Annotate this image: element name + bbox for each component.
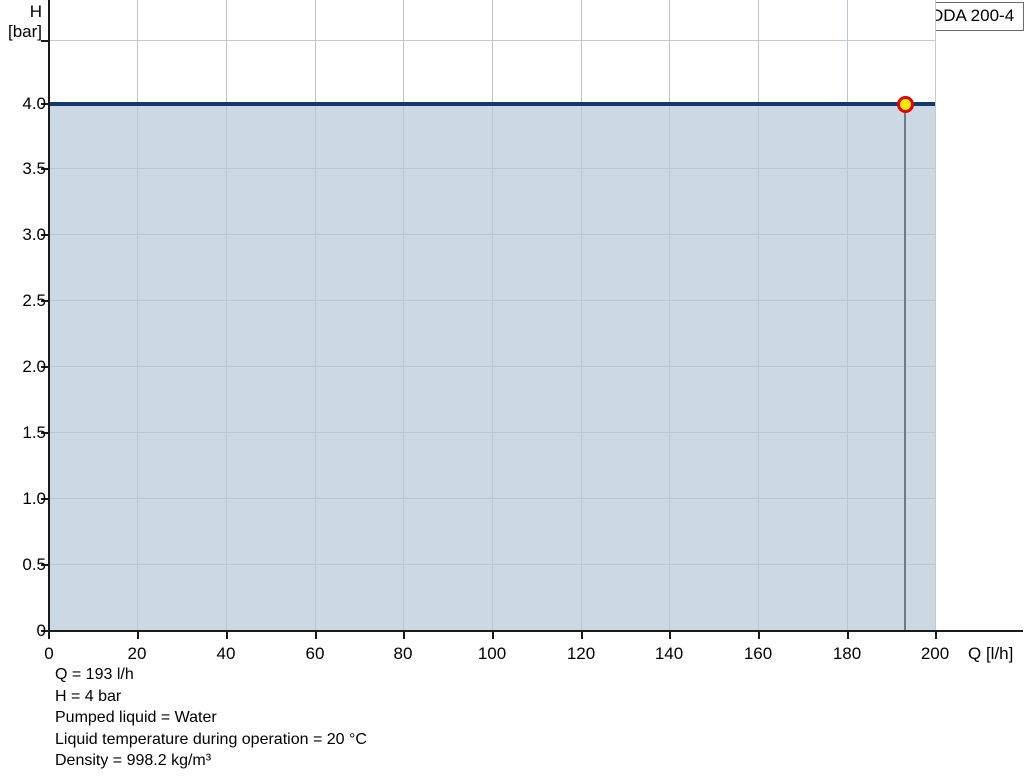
y-axis-title-line2: [bar] (7, 22, 42, 41)
ytick-label-2.0: 2.0 (22, 357, 46, 376)
xtick-0 (48, 631, 50, 639)
gridline-v-20 (137, 0, 138, 631)
x-axis-line (48, 630, 1023, 632)
performance-curve (49, 102, 935, 106)
xtick-label-180: 180 (832, 644, 862, 663)
xtick-label-120: 120 (566, 644, 596, 663)
xtick-40 (226, 631, 228, 639)
gridline-v-180 (847, 0, 848, 631)
ytick-1.5 (41, 432, 49, 434)
xtick-200 (935, 631, 937, 639)
ytick-0.5 (41, 564, 49, 566)
xtick-label-60: 60 (305, 644, 325, 663)
ytick-label-1.0: 1.0 (22, 489, 46, 508)
gridline-v-140 (669, 0, 670, 631)
xtick-80 (403, 631, 405, 639)
y-axis-title: H [bar] (0, 2, 42, 42)
ytick-3.0 (41, 234, 49, 236)
y-axis-line (48, 0, 50, 631)
xtick-label-100: 100 (477, 644, 507, 663)
ytick-0 (41, 630, 49, 632)
note-head: H = 4 bar (55, 687, 122, 705)
ytick-1.0 (41, 498, 49, 500)
ytick-2.0 (41, 366, 49, 368)
ytick-label-0: 0 (36, 621, 46, 640)
ytick-3.5 (41, 168, 49, 170)
note-temperature: Liquid temperature during operation = 20… (55, 730, 367, 748)
duty-point-drop-line (904, 104, 906, 631)
model-label-box: DDA 200-4 (921, 2, 1024, 31)
xtick-label-40: 40 (216, 644, 236, 663)
xtick-100 (492, 631, 494, 639)
gridline-v-40 (226, 0, 227, 631)
xtick-60 (315, 631, 317, 639)
gridline-v-120 (581, 0, 582, 631)
xtick-160 (758, 631, 760, 639)
gridline-v-60 (315, 0, 316, 631)
xtick-label-20: 20 (127, 644, 147, 663)
plot-area (41, 0, 1023, 639)
ytick-label-0.5: 0.5 (22, 555, 46, 574)
note-density: Density = 998.2 kg/m³ (55, 752, 212, 769)
note-flow: Q = 193 l/h (55, 666, 134, 683)
ytick-label-2.5: 2.5 (22, 291, 46, 310)
xtick-120 (581, 631, 583, 639)
x-axis-title: Q [l/h] (968, 644, 1014, 663)
operating-conditions-notes: Q = 193 l/h H = 4 bar Pumped liquid = Wa… (55, 664, 367, 772)
xtick-180 (847, 631, 849, 639)
ytick-4.5 (41, 40, 49, 42)
ytick-label-3.0: 3.0 (22, 225, 46, 244)
gridline-v-200 (935, 0, 936, 631)
duty-point-marker[interactable] (897, 96, 914, 113)
ytick-4.0 (41, 103, 49, 105)
gridline-v-80 (403, 0, 404, 631)
ytick-2.5 (41, 300, 49, 302)
ytick-label-1.5: 1.5 (22, 423, 46, 442)
gridline-v-100 (492, 0, 493, 631)
model-label-text: DDA 200-4 (931, 6, 1015, 25)
xtick-20 (137, 631, 139, 639)
xtick-140 (669, 631, 671, 639)
xtick-label-140: 140 (654, 644, 684, 663)
y-axis-title-line1: H (29, 2, 42, 21)
note-liquid: Pumped liquid = Water (55, 709, 217, 726)
xtick-label-160: 160 (743, 644, 773, 663)
xtick-label-200: 200 (920, 644, 950, 663)
ytick-label-4.0: 4.0 (22, 94, 46, 113)
xtick-label-0: 0 (44, 644, 54, 663)
xtick-label-80: 80 (393, 644, 413, 663)
ytick-label-3.5: 3.5 (22, 159, 46, 178)
gridline-v-160 (758, 0, 759, 631)
